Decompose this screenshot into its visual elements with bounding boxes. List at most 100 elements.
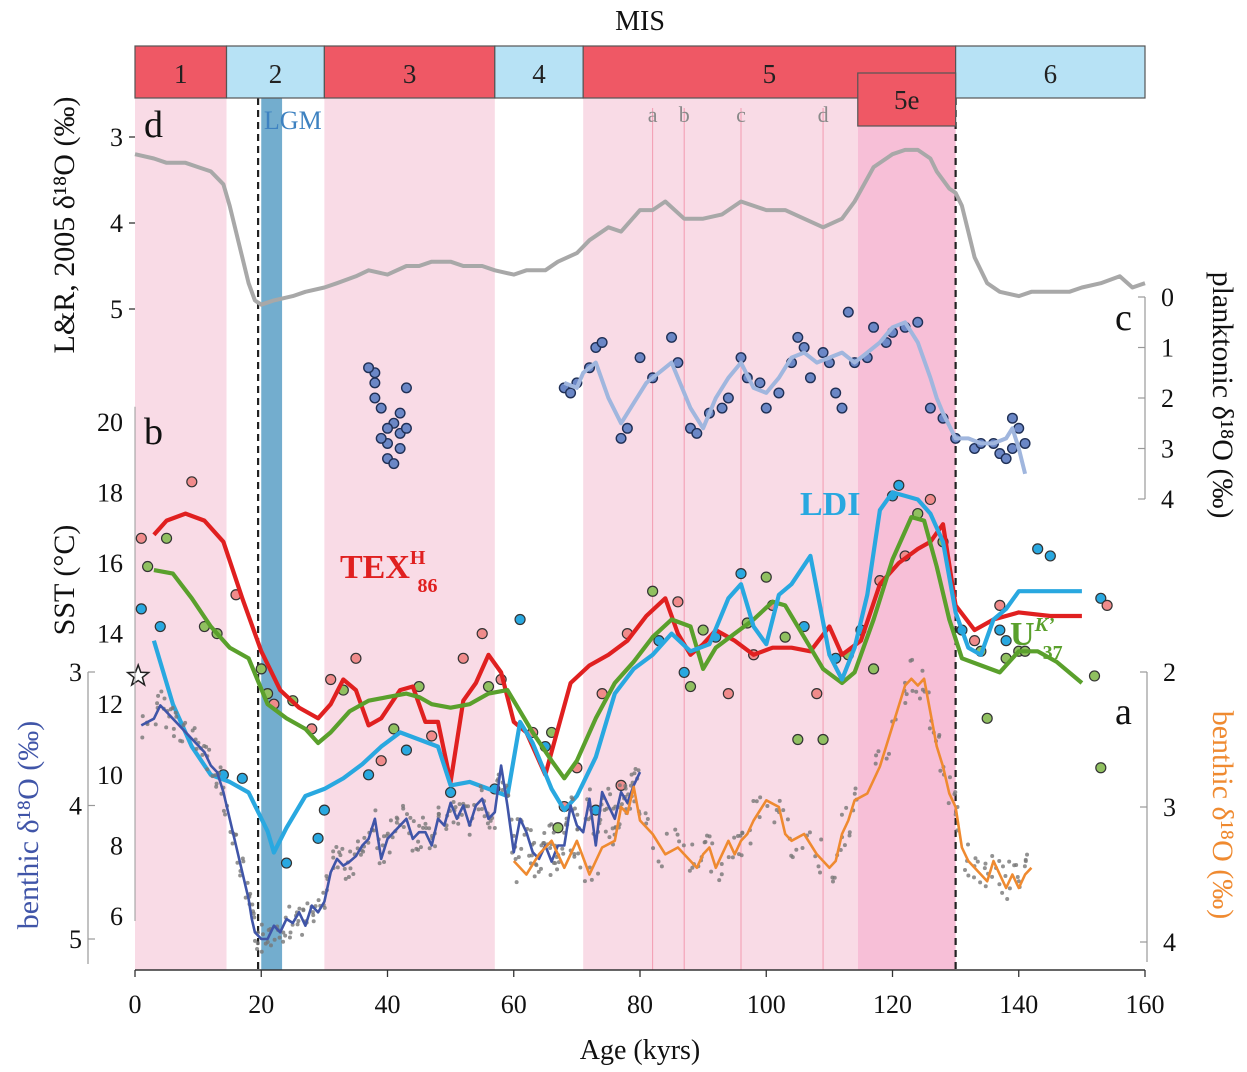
benthic-dot bbox=[252, 915, 257, 920]
benthic-dot bbox=[348, 849, 353, 854]
benthic-dot bbox=[453, 805, 458, 810]
benthic-dot bbox=[532, 840, 537, 845]
benthic-dot bbox=[547, 823, 552, 828]
benthic-dot bbox=[604, 806, 609, 811]
benthic-dot bbox=[709, 869, 714, 874]
benthic-dot bbox=[235, 860, 240, 865]
benthic-dot bbox=[240, 856, 245, 861]
benthic-dot bbox=[164, 725, 169, 730]
sst-point bbox=[735, 567, 747, 580]
benthic-dot bbox=[342, 866, 347, 871]
series-lr2005-line bbox=[134, 147, 1146, 307]
benthic-dot bbox=[514, 880, 519, 885]
benthic-dot bbox=[296, 918, 301, 923]
sst-point bbox=[867, 663, 880, 675]
benthic-dot bbox=[358, 852, 363, 857]
benthic-dot bbox=[310, 910, 315, 915]
benthic-dot bbox=[230, 841, 235, 846]
sst-tick-label: 8 bbox=[110, 831, 123, 860]
benthic-dot bbox=[305, 901, 310, 906]
benthic-dot bbox=[155, 701, 160, 706]
benthic-dot bbox=[1005, 897, 1010, 902]
x-tick-label: 80 bbox=[627, 990, 653, 1019]
benthic-dot bbox=[687, 868, 692, 873]
benthic-dot bbox=[183, 720, 188, 725]
x-tick-label: 40 bbox=[375, 990, 401, 1019]
sst-point bbox=[924, 493, 936, 506]
benthic-dot bbox=[433, 844, 438, 849]
sst-tick-label: 12 bbox=[97, 690, 123, 719]
benthic-dot bbox=[973, 856, 978, 861]
benthic-right-tick-label: 2 bbox=[1163, 658, 1176, 687]
benthic-dot bbox=[971, 875, 976, 880]
benthic-dot bbox=[277, 935, 282, 940]
benthic-dot bbox=[839, 812, 844, 817]
benthic-dot bbox=[207, 747, 212, 752]
benthic-dot bbox=[903, 700, 908, 705]
benthic-right-tick-label: 4 bbox=[1163, 928, 1176, 957]
planktonic-point bbox=[924, 402, 936, 414]
sst-point bbox=[482, 680, 495, 693]
benthic-dot bbox=[218, 765, 223, 770]
planktonic-tick-label: 2 bbox=[1161, 384, 1174, 413]
benthic-dot bbox=[651, 846, 656, 851]
benthic-dot bbox=[171, 734, 176, 739]
sst-tick-label: 16 bbox=[97, 549, 123, 578]
planktonic-point bbox=[754, 377, 766, 389]
benthic-dot bbox=[732, 835, 737, 840]
benthic-dot bbox=[414, 846, 419, 851]
benthic-dot bbox=[162, 696, 167, 701]
sst-tick-label: 10 bbox=[97, 761, 123, 790]
benthic-dot bbox=[394, 820, 399, 825]
benthic-dot bbox=[387, 850, 392, 855]
benthic-dot bbox=[587, 865, 592, 870]
benthic-dot bbox=[482, 814, 487, 819]
planktonic-tick-label: 0 bbox=[1161, 283, 1174, 312]
benthic-dot bbox=[301, 908, 306, 913]
sst-point bbox=[981, 712, 993, 724]
sst-point bbox=[1095, 592, 1107, 604]
benthic-dot bbox=[754, 799, 759, 804]
benthic-dot bbox=[690, 865, 695, 870]
benthic-dot bbox=[459, 812, 464, 817]
series-ldi-line bbox=[151, 490, 1082, 855]
benthic-dot bbox=[221, 808, 226, 813]
benthic-dot bbox=[380, 843, 385, 848]
x-tick-label: 0 bbox=[129, 990, 142, 1019]
planktonic-point bbox=[369, 377, 381, 389]
benthic-dot bbox=[596, 871, 601, 876]
benthic-dot bbox=[575, 812, 580, 817]
planktonic-tick-label: 1 bbox=[1161, 334, 1174, 363]
benthic-dot bbox=[844, 805, 849, 810]
benthic-dot bbox=[938, 768, 943, 773]
benthic-dot bbox=[418, 845, 423, 850]
benthic-dot bbox=[790, 855, 795, 860]
benthic-dot bbox=[335, 865, 340, 870]
planktonic-point bbox=[842, 306, 854, 318]
mis-stage-6 bbox=[955, 45, 1146, 99]
benthic-dot bbox=[348, 866, 353, 871]
benthic-dot bbox=[982, 866, 987, 871]
benthic-dot bbox=[772, 820, 777, 825]
sst-point bbox=[476, 627, 488, 640]
lr-tick-label: 3 bbox=[110, 123, 123, 152]
benthic-dot bbox=[873, 761, 878, 766]
planktonic-point bbox=[565, 387, 577, 399]
benthic-dot bbox=[710, 841, 715, 846]
benthic-dot bbox=[576, 851, 581, 856]
benthic-dot bbox=[408, 815, 413, 820]
benthic-dot bbox=[884, 756, 889, 761]
benthic-dot bbox=[173, 710, 178, 715]
benthic-dot bbox=[532, 874, 537, 879]
planktonic-point bbox=[792, 331, 804, 343]
benthic-dot bbox=[819, 837, 824, 842]
benthic-dot bbox=[853, 786, 858, 791]
benthic-dot bbox=[153, 722, 158, 727]
sst-point bbox=[350, 652, 362, 664]
benthic-dot bbox=[534, 863, 539, 868]
mis-stage-4 bbox=[494, 45, 584, 99]
benthic-dot bbox=[238, 873, 243, 878]
x-tick-label: 140 bbox=[999, 990, 1038, 1019]
benthic-dot bbox=[373, 808, 378, 813]
benthic-dot bbox=[283, 933, 288, 938]
